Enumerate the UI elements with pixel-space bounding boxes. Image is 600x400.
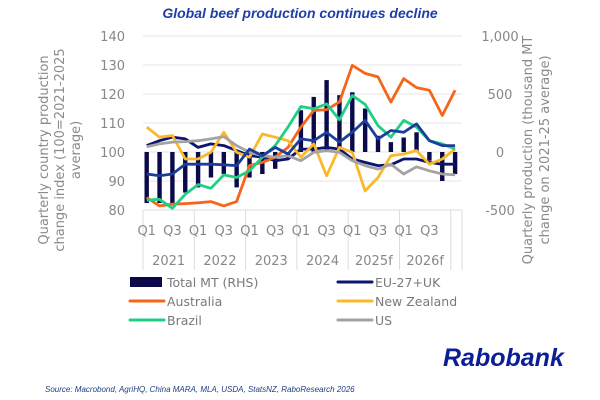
bar-total-mt <box>414 132 419 152</box>
bar-total-mt <box>183 152 188 193</box>
quarter-tick-label: Q3 <box>266 224 285 239</box>
series-line-brazil <box>146 94 456 210</box>
bar-total-mt <box>388 142 394 152</box>
bar-total-mt <box>234 152 239 188</box>
year-tick-label: 2025f <box>355 254 393 269</box>
bar-total-mt <box>298 110 304 152</box>
bar-total-mt <box>157 152 162 204</box>
svg-text:average): average) <box>69 121 84 179</box>
left-tick-label: 140 <box>100 30 125 45</box>
quarter-tick-label: Q1 <box>343 224 362 239</box>
right-tick-label: 500 <box>488 88 513 103</box>
bar-total-mt <box>350 92 355 152</box>
bar-total-mt <box>375 135 381 152</box>
series-line-unlabeled <box>146 119 456 178</box>
left-axis-title: Quarterly country production change inde… <box>37 48 84 251</box>
chart-title: Global beef production continues decline <box>162 5 438 21</box>
right-axis-title: Quarterly production (thousand MT change… <box>521 36 553 265</box>
bar-total-mt <box>170 152 175 204</box>
year-tick-label: 2021 <box>152 254 185 269</box>
rabobank-logo: Rabobank <box>443 344 565 372</box>
quarter-tick-label: Q1 <box>189 224 208 239</box>
bar-total-mt <box>427 152 432 161</box>
svg-text:change on 2021-25 average): change on 2021-25 average) <box>538 55 553 244</box>
quarter-tick-label: Q1 <box>137 224 156 239</box>
source-note: Source: Macrobond, AgriHQ, China MARA, M… <box>45 385 355 394</box>
svg-text:change index (100=2021-2025: change index (100=2021-2025 <box>53 48 68 251</box>
legend-label: EU-27+UK <box>375 275 441 290</box>
bar-total-mt <box>401 137 406 152</box>
year-tick-label: 2022 <box>203 254 236 269</box>
year-tick-label: 2023 <box>255 254 288 269</box>
bar-total-mt <box>311 96 316 152</box>
year-tick-label: 2026f <box>406 254 444 269</box>
right-tick-label: 1,000 <box>481 30 518 45</box>
legend-swatch-bar <box>130 277 162 287</box>
bar-total-mt <box>195 152 201 188</box>
right-tick-label: 0 <box>496 146 504 161</box>
series-line-eu-27-uk <box>146 135 456 168</box>
year-tick-label: 2024 <box>306 254 339 269</box>
bar-total-mt <box>337 95 342 152</box>
left-tick-label: 110 <box>100 117 125 132</box>
quarter-tick-label: Q1 <box>240 224 259 239</box>
series-line-new-zealand <box>145 126 456 193</box>
quarter-tick-label: Q1 <box>394 224 413 239</box>
svg-text:Quarterly production (thousand: Quarterly production (thousand MT <box>521 36 536 265</box>
quarter-tick-label: Q3 <box>215 224 234 239</box>
right-tick-label: -500 <box>485 204 515 219</box>
legend-label: Brazil <box>167 313 202 328</box>
quarter-tick-label: Q1 <box>292 224 311 239</box>
series-line-australia <box>145 63 457 208</box>
quarter-tick-label: Q3 <box>369 224 388 239</box>
bar-total-mt <box>221 152 226 175</box>
left-tick-label: 80 <box>108 204 125 219</box>
bar-total-mt <box>324 80 329 152</box>
legend-label: Total MT (RHS) <box>166 275 258 290</box>
bar-total-mt <box>144 152 149 204</box>
quarter-tick-label: Q3 <box>163 224 182 239</box>
left-tick-label: 130 <box>100 59 125 74</box>
left-tick-label: 100 <box>100 146 125 161</box>
quarter-tick-label: Q3 <box>420 224 439 239</box>
legend-label: New Zealand <box>375 294 457 309</box>
bar-total-mt <box>362 108 368 152</box>
bar-total-mt <box>440 152 445 181</box>
legend-label: Australia <box>167 294 222 309</box>
left-tick-label: 90 <box>108 175 125 190</box>
legend-label: US <box>375 313 392 328</box>
left-tick-label: 120 <box>100 88 125 103</box>
series-line-us <box>146 135 456 177</box>
svg-text:Quarterly country production: Quarterly country production <box>37 55 52 244</box>
quarter-tick-label: Q3 <box>317 224 336 239</box>
